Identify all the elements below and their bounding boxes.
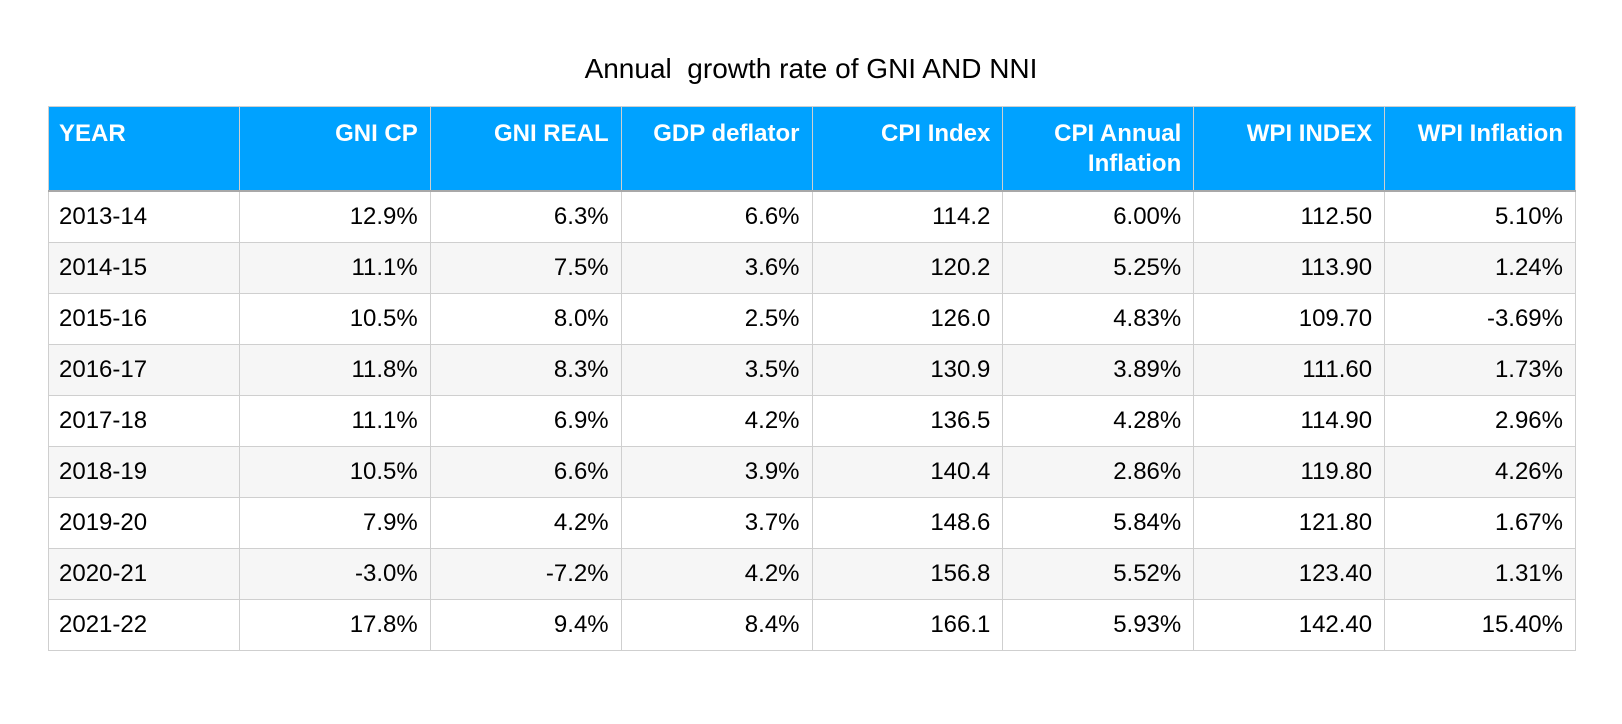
table-row: 2020-21 -3.0% -7.2% 4.2% 156.8 5.52% 123.40 1.3… bbox=[48, 547, 1576, 600]
table-row: 2013-14 12.9% 6.3% 6.6% 114.2 6.00% 112.50 5.10… bbox=[48, 190, 1576, 243]
value-cell: 6.6% bbox=[620, 190, 813, 243]
value-cell: 4.26% bbox=[1384, 445, 1576, 498]
value-cell: 2.86% bbox=[1002, 445, 1195, 498]
value-cell: 4.2% bbox=[429, 496, 622, 549]
value-cell: 3.5% bbox=[620, 343, 813, 396]
table-row: 2017-18 11.1% 6.9% 4.2% 136.5 4.28% 114.90 2.96… bbox=[48, 394, 1576, 447]
value-cell: 7.5% bbox=[429, 241, 622, 294]
value-cell: 15.40% bbox=[1384, 598, 1576, 651]
value-cell: 7.9% bbox=[238, 496, 431, 549]
value-cell: 5.84% bbox=[1002, 496, 1195, 549]
value-cell: 11.8% bbox=[238, 343, 431, 396]
column-header: CPI Annual Inflation bbox=[1002, 106, 1195, 191]
column-header: GDP deflator bbox=[620, 106, 813, 191]
value-cell: 5.93% bbox=[1002, 598, 1195, 651]
value-cell: 109.70 bbox=[1193, 292, 1386, 345]
value-cell: 3.6% bbox=[620, 241, 813, 294]
value-cell: 8.0% bbox=[429, 292, 622, 345]
value-cell: 3.9% bbox=[620, 445, 813, 498]
value-cell: 5.25% bbox=[1002, 241, 1195, 294]
year-cell: 2015-16 bbox=[48, 292, 240, 345]
column-header: GNI CP bbox=[238, 106, 431, 191]
table-row: 2019-20 7.9% 4.2% 3.7% 148.6 5.84% 121.80 1.67% bbox=[48, 496, 1576, 549]
value-cell: 12.9% bbox=[238, 190, 431, 243]
value-cell: 142.40 bbox=[1193, 598, 1386, 651]
value-cell: 120.2 bbox=[811, 241, 1004, 294]
table-row: 2016-17 11.8% 8.3% 3.5% 130.9 3.89% 111.60 1.73… bbox=[48, 343, 1576, 396]
value-cell: 6.00% bbox=[1002, 190, 1195, 243]
value-cell: -3.0% bbox=[238, 547, 431, 600]
value-cell: 111.60 bbox=[1193, 343, 1386, 396]
table-row: 2014-15 11.1% 7.5% 3.6% 120.2 5.25% 113.90 1.24… bbox=[48, 241, 1576, 294]
value-cell: 6.9% bbox=[429, 394, 622, 447]
year-cell: 2017-18 bbox=[48, 394, 240, 447]
value-cell: 126.0 bbox=[811, 292, 1004, 345]
year-cell: 2019-20 bbox=[48, 496, 240, 549]
column-header: WPI INDEX bbox=[1193, 106, 1386, 191]
value-cell: 4.83% bbox=[1002, 292, 1195, 345]
value-cell: 10.5% bbox=[238, 292, 431, 345]
value-cell: 119.80 bbox=[1193, 445, 1386, 498]
column-header: CPI Index bbox=[811, 106, 1004, 191]
value-cell: 2.96% bbox=[1384, 394, 1576, 447]
value-cell: 123.40 bbox=[1193, 547, 1386, 600]
value-cell: 148.6 bbox=[811, 496, 1004, 549]
value-cell: 10.5% bbox=[238, 445, 431, 498]
value-cell: 5.10% bbox=[1384, 190, 1576, 243]
value-cell: 112.50 bbox=[1193, 190, 1386, 243]
value-cell: 3.7% bbox=[620, 496, 813, 549]
table-body: 2013-14 12.9% 6.3% 6.6% 114.2 6.00% 112.50 5.10… bbox=[48, 190, 1576, 651]
year-cell: 2016-17 bbox=[48, 343, 240, 396]
value-cell: -7.2% bbox=[429, 547, 622, 600]
value-cell: 166.1 bbox=[811, 598, 1004, 651]
table-row: 2021-22 17.8% 9.4% 8.4% 166.1 5.93% 142.40 15.4… bbox=[48, 598, 1576, 651]
value-cell: 3.89% bbox=[1002, 343, 1195, 396]
year-cell: 2014-15 bbox=[48, 241, 240, 294]
value-cell: 17.8% bbox=[238, 598, 431, 651]
column-header: YEAR bbox=[48, 106, 240, 191]
value-cell: 9.4% bbox=[429, 598, 622, 651]
value-cell: 121.80 bbox=[1193, 496, 1386, 549]
value-cell: 1.31% bbox=[1384, 547, 1576, 600]
value-cell: 8.4% bbox=[620, 598, 813, 651]
year-cell: 2013-14 bbox=[48, 190, 240, 243]
value-cell: 140.4 bbox=[811, 445, 1004, 498]
year-cell: 2020-21 bbox=[48, 547, 240, 600]
value-cell: -3.69% bbox=[1384, 292, 1576, 345]
value-cell: 156.8 bbox=[811, 547, 1004, 600]
year-cell: 2021-22 bbox=[48, 598, 240, 651]
table-title: Annual growth rate of GNI AND NNI bbox=[584, 53, 1038, 84]
value-cell: 8.3% bbox=[429, 343, 622, 396]
value-cell: 11.1% bbox=[238, 394, 431, 447]
column-header: GNI REAL bbox=[429, 106, 622, 191]
year-cell: 2018-19 bbox=[48, 445, 240, 498]
value-cell: 5.52% bbox=[1002, 547, 1195, 600]
column-header: WPI Inflation bbox=[1384, 106, 1576, 191]
data-table: YEAR GNI CP GNI REAL GDP deflator CPI Index C… bbox=[48, 106, 1576, 651]
value-cell: 130.9 bbox=[811, 343, 1004, 396]
value-cell: 4.2% bbox=[620, 394, 813, 447]
value-cell: 4.28% bbox=[1002, 394, 1195, 447]
value-cell: 1.73% bbox=[1384, 343, 1576, 396]
table-row: 2018-19 10.5% 6.6% 3.9% 140.4 2.86% 119.80 4.26… bbox=[48, 445, 1576, 498]
value-cell: 11.1% bbox=[238, 241, 431, 294]
value-cell: 4.2% bbox=[620, 547, 813, 600]
value-cell: 2.5% bbox=[620, 292, 813, 345]
value-cell: 136.5 bbox=[811, 394, 1004, 447]
value-cell: 1.67% bbox=[1384, 496, 1576, 549]
value-cell: 113.90 bbox=[1193, 241, 1386, 294]
value-cell: 114.90 bbox=[1193, 394, 1386, 447]
table-row: 2015-16 10.5% 8.0% 2.5% 126.0 4.83% 109.70 -3.6… bbox=[48, 292, 1576, 345]
value-cell: 114.2 bbox=[811, 190, 1004, 243]
value-cell: 6.3% bbox=[429, 190, 622, 243]
value-cell: 6.6% bbox=[429, 445, 622, 498]
value-cell: 1.24% bbox=[1384, 241, 1576, 294]
header-row: YEAR GNI CP GNI REAL GDP deflator CPI Index C… bbox=[48, 106, 1576, 191]
